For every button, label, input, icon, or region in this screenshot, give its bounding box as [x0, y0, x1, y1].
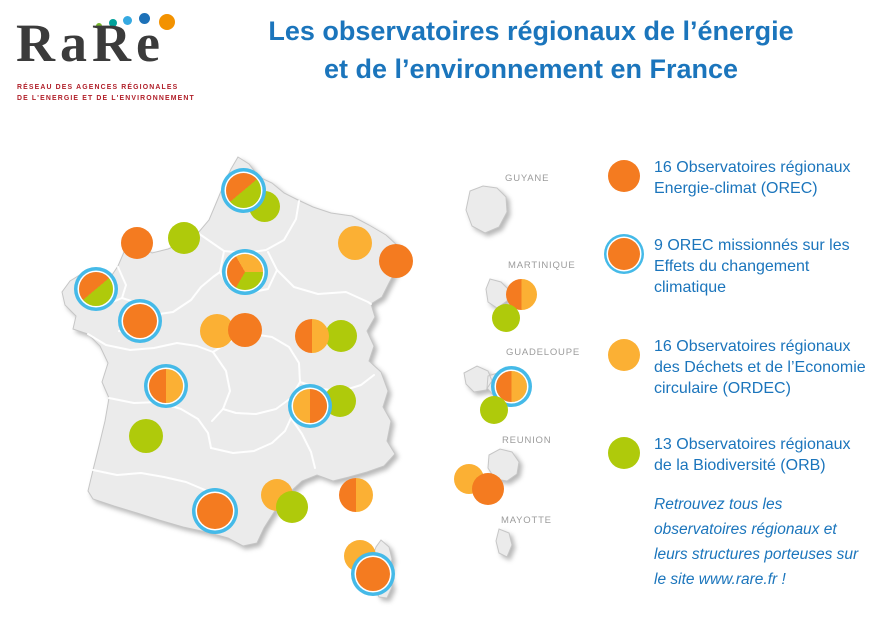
- logo-dot: [109, 19, 117, 27]
- map-marker: [79, 272, 113, 306]
- legend-item-ordec: 16 Observatoires régionaux des Déchets e…: [608, 336, 880, 399]
- map-marker: [276, 491, 308, 523]
- map-marker: [379, 244, 413, 278]
- map-marker: [325, 320, 357, 352]
- map-marker: [492, 304, 520, 332]
- map-marker: [339, 478, 373, 512]
- map-marker: [123, 304, 157, 338]
- logo-dot: [96, 23, 102, 29]
- island-reunion-shape: [487, 448, 520, 482]
- legend: 16 Observatoires régionaux Energie-clima…: [608, 157, 880, 593]
- map-marker: [480, 396, 508, 424]
- legend-swatch-ordec: [608, 338, 640, 371]
- map-marker: [356, 557, 390, 591]
- map-marker: [338, 226, 372, 260]
- island-label-reunion: REUNION: [502, 435, 552, 446]
- page-title-line1: Les observatoires régionaux de l’énergie: [268, 16, 794, 46]
- logo-tagline: RÉSEAU DES AGENCES RÉGIONALES DE L'ENERG…: [17, 82, 195, 104]
- region-borders: [87, 200, 375, 517]
- logo-dot: [123, 16, 132, 25]
- legend-label-orb: 13 Observatoires régionaux de la Biodive…: [654, 435, 851, 474]
- legend-label-orec: 16 Observatoires régionaux Energie-clima…: [654, 159, 851, 198]
- island-guyane-shape: [465, 185, 508, 234]
- legend-item-orec: 16 Observatoires régionaux Energie-clima…: [608, 157, 880, 199]
- map-marker: [121, 227, 153, 259]
- map-marker: [228, 313, 262, 347]
- island-label-guadeloupe: GUADELOUPE: [506, 347, 580, 358]
- page-title: Les observatoires régionaux de l’énergie…: [195, 12, 867, 89]
- logo-dot: [139, 13, 150, 24]
- page-title-line2: et de l’environnement en France: [323, 54, 739, 85]
- legend-label-ordec: 16 Observatoires régionaux des Déchets e…: [654, 337, 866, 397]
- map-marker: [472, 473, 504, 505]
- island-label-guyane: GUYANE: [505, 173, 550, 184]
- island-label-mayotte: MAYOTTE: [501, 515, 552, 526]
- map-marker: [324, 385, 356, 417]
- legend-item-orb: 13 Observatoires régionaux de la Biodive…: [608, 434, 880, 476]
- map-marker: [293, 389, 327, 423]
- map-marker: [197, 493, 233, 529]
- legend-label-orec-climat: 9 OREC missionnés sur les Effets du chan…: [654, 237, 850, 297]
- map-marker: [168, 222, 200, 254]
- map-marker: [295, 319, 329, 353]
- legend-note: Retrouvez tous les observatoires régiona…: [654, 496, 859, 589]
- island-mayotte-shape: [495, 528, 513, 558]
- legend-item-orec-climat: 9 OREC missionnés sur les Effets du chan…: [608, 235, 880, 298]
- logo-dot: [159, 14, 175, 30]
- island-label-martinique: MARTINIQUE: [508, 260, 576, 271]
- logo-wordmark: RaRe: [16, 13, 165, 73]
- legend-swatch-orec: [608, 160, 640, 192]
- map-marker: [149, 369, 183, 403]
- map-marker: [129, 419, 163, 453]
- logo-tagline-line2: DE L'ENERGIE ET DE L'ENVIRONNEMENT: [17, 95, 195, 103]
- map-marker: [495, 370, 527, 402]
- logo-dots: [12, 8, 202, 38]
- map-marker: [227, 254, 263, 290]
- legend-swatch-orb: [608, 436, 640, 469]
- legend-swatch-orec-climat: [608, 238, 640, 271]
- map-marker: [225, 172, 261, 208]
- rare-logo: RaRe RÉSEAU DES AGENCES RÉGIONALES DE L'…: [12, 8, 202, 120]
- logo-tagline-line1: RÉSEAU DES AGENCES RÉGIONALES: [17, 84, 179, 91]
